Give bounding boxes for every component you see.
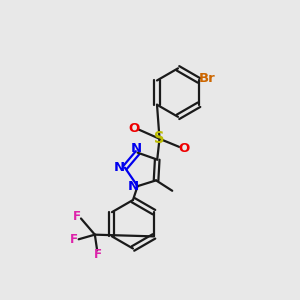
Text: O: O [128,122,139,135]
Text: N: N [114,161,125,174]
Text: N: N [128,180,139,193]
Text: O: O [178,142,190,154]
Text: F: F [94,248,102,262]
Text: F: F [73,210,81,223]
Text: Br: Br [199,72,215,85]
Text: N: N [131,142,142,154]
Text: F: F [70,233,78,246]
Text: S: S [154,131,165,146]
